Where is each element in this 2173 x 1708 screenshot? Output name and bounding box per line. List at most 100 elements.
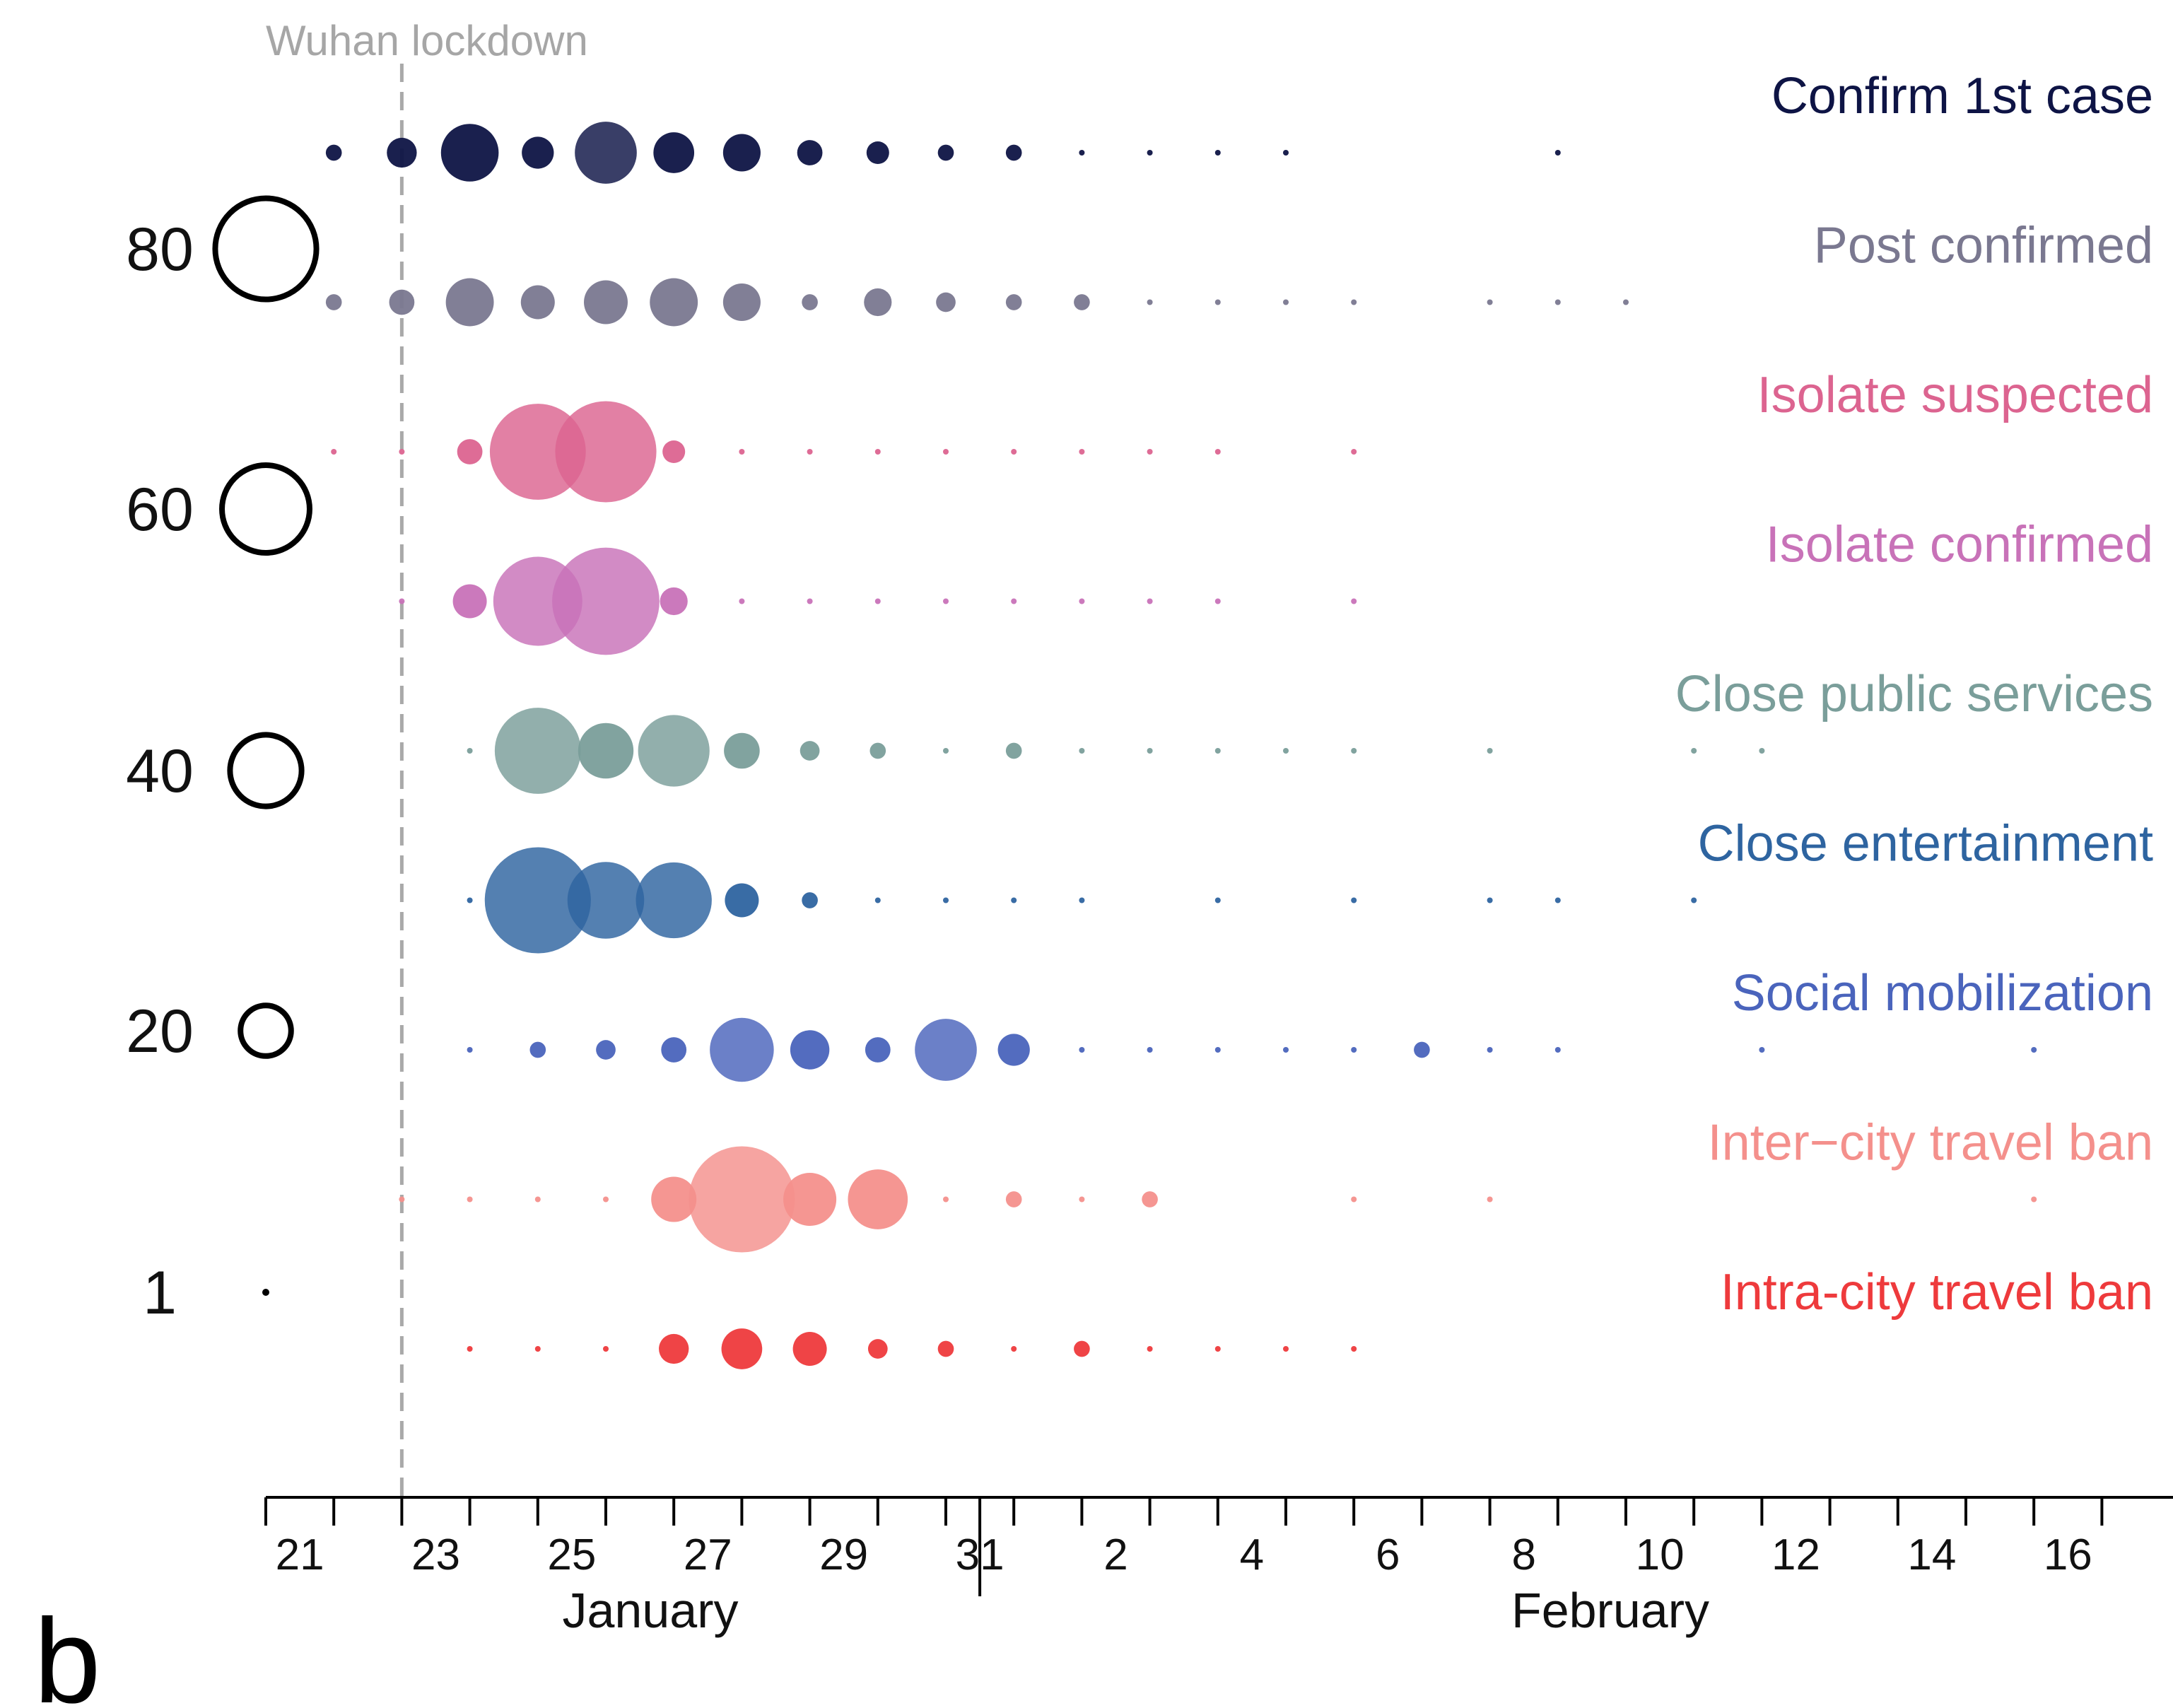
bubble-point — [1214, 598, 1221, 604]
bubble-point — [1147, 1346, 1153, 1352]
size-legend-label: 40 — [126, 737, 194, 805]
panel-label: b — [34, 1594, 101, 1708]
bubble-point — [1351, 449, 1357, 455]
bubble-point — [387, 137, 417, 168]
bubble-point — [724, 732, 760, 769]
bubble-point — [596, 1040, 616, 1060]
bubble-point — [865, 1037, 891, 1063]
bubble-point — [484, 847, 591, 954]
size-legend: 80 60 40 20 1 — [126, 195, 320, 1327]
bubble-point — [584, 280, 628, 324]
bubble-point — [1079, 598, 1085, 604]
x-tick-label: 25 — [547, 1531, 596, 1579]
bubble-point — [915, 1019, 977, 1081]
x-tick-label: 4 — [1240, 1531, 1264, 1579]
x-axis — [266, 1496, 2173, 1596]
bubble-point — [802, 892, 818, 908]
bubble-point — [650, 278, 698, 327]
bubble-point — [440, 124, 499, 182]
bubble-point — [722, 283, 761, 322]
bubble-point — [1351, 1196, 1357, 1203]
bubble-point — [467, 1047, 473, 1053]
bubble-point — [802, 294, 818, 310]
bubble-point — [1759, 748, 1765, 754]
series-row: Isolate suspected — [331, 367, 2153, 503]
series-layer: Confirm 1st case Post confirmed Isolate su… — [325, 68, 2153, 1369]
bubble-point — [1214, 1346, 1221, 1352]
size-legend-circle — [212, 195, 320, 303]
bubble-point — [797, 140, 823, 165]
bubble-point — [1283, 150, 1289, 156]
bubble-point — [1351, 598, 1357, 604]
bubble-point — [1351, 1346, 1357, 1352]
bubble-point — [445, 278, 494, 327]
bubble-point — [552, 547, 660, 655]
bubble-point — [997, 1034, 1030, 1066]
bubble-point — [1011, 897, 1017, 903]
x-tick-label: 12 — [1771, 1531, 1820, 1579]
series-label: Post confirmed — [1814, 218, 2153, 274]
bubble-point — [874, 598, 881, 604]
bubble-point — [2031, 1047, 2037, 1053]
bubble-point — [651, 1176, 697, 1222]
bubble-point — [1351, 748, 1357, 754]
bubble-point — [1005, 144, 1022, 161]
bubble-point — [522, 136, 554, 169]
bubble-point — [1147, 1047, 1153, 1053]
series-label: Close public services — [1675, 666, 2153, 723]
bubble-point — [2031, 1196, 2037, 1203]
bubble-point — [800, 741, 820, 761]
bubble-point — [1079, 150, 1085, 156]
bubble-point — [661, 1037, 687, 1063]
bubble-point — [1214, 748, 1221, 754]
bubble-point — [1011, 1346, 1017, 1352]
x-tick-label: 23 — [411, 1531, 460, 1579]
bubble-point — [725, 883, 759, 918]
x-tick-label: 8 — [1511, 1531, 1535, 1579]
bubble-point — [467, 748, 473, 754]
bubble-point — [869, 742, 886, 759]
x-tick-label: 14 — [1907, 1531, 1956, 1579]
month-label-february: February — [1511, 1583, 1709, 1638]
bubble-point — [1214, 1047, 1221, 1053]
bubble-point — [457, 439, 483, 464]
series-label: Confirm 1st case — [1771, 68, 2153, 124]
bubble-point — [864, 288, 892, 317]
bubble-point — [1554, 150, 1561, 156]
size-legend-circle — [262, 1289, 269, 1296]
bubble-point — [1214, 299, 1221, 305]
bubble-point — [534, 1196, 541, 1203]
bubble-point — [555, 401, 657, 503]
bubble-point — [943, 1196, 949, 1203]
bubble-point — [943, 897, 949, 903]
series-label: Isolate confirmed — [1766, 517, 2153, 573]
bubble-point — [722, 134, 761, 172]
bubble-point — [636, 862, 712, 939]
bubble-point — [1283, 748, 1289, 754]
bubble-point — [807, 598, 813, 604]
bubble-point — [575, 122, 637, 184]
month-label-january: January — [562, 1583, 738, 1638]
bubble-point — [1079, 897, 1085, 903]
bubble-point — [937, 144, 954, 161]
bubble-point — [943, 598, 949, 604]
bubble-point — [331, 449, 337, 455]
bubble-point — [1079, 748, 1085, 754]
size-legend-circle — [227, 732, 305, 809]
bubble-point — [1074, 294, 1090, 310]
bubble-point — [1623, 299, 1629, 305]
size-legend-circle — [219, 462, 312, 556]
bubble-point — [848, 1169, 908, 1229]
series-label: Isolate suspected — [1757, 367, 2153, 423]
bubble-point — [874, 897, 881, 903]
series-label: Inter−city travel ban — [1708, 1115, 2153, 1171]
bubble-point — [1079, 449, 1085, 455]
bubble-point — [1283, 1346, 1289, 1352]
bubble-point — [1147, 449, 1153, 455]
bubble-point — [1691, 897, 1697, 903]
series-row: Confirm 1st case — [325, 68, 2153, 184]
series-row: Inter−city travel ban — [399, 1115, 2153, 1253]
bubble-point — [1147, 150, 1153, 156]
bubble-point — [325, 294, 342, 310]
